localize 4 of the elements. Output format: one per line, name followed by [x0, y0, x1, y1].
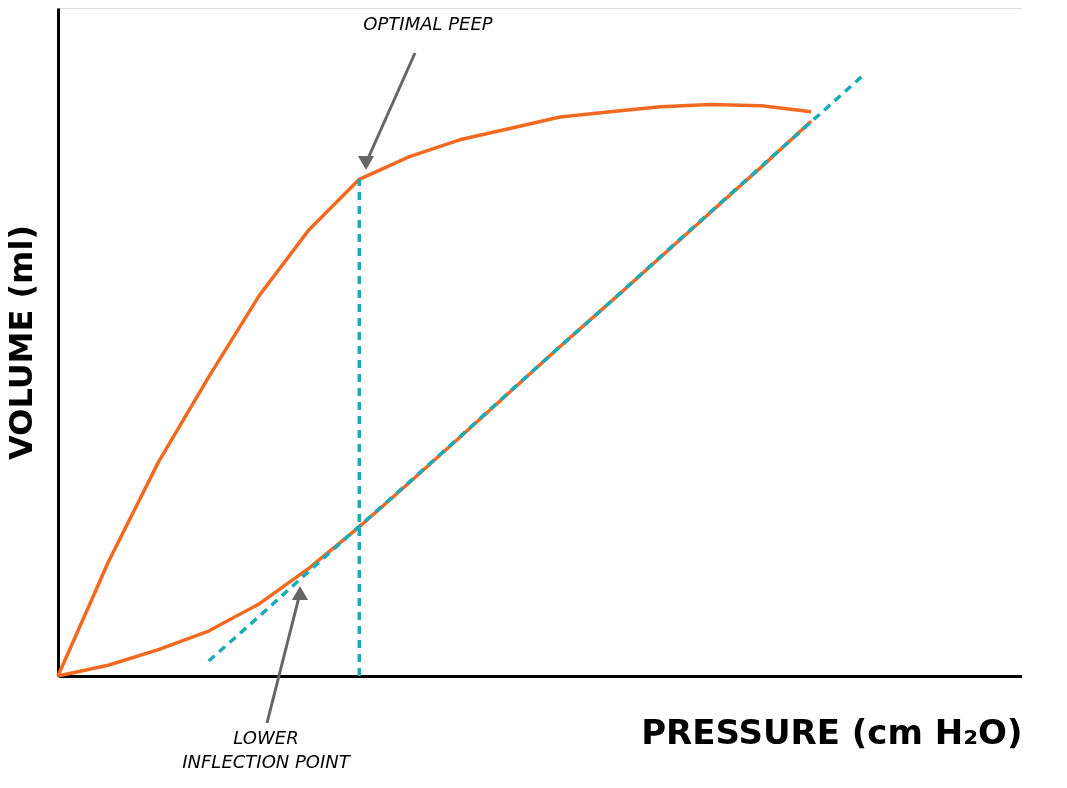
text: LOWER INFLECTION POINT	[182, 727, 352, 772]
y-axis-title: VOLUME (ml)	[1, 224, 40, 461]
x-axis-title: PRESSURE (cm H₂O)	[641, 711, 1023, 752]
text: OPTIMAL PEEP	[363, 13, 493, 34]
